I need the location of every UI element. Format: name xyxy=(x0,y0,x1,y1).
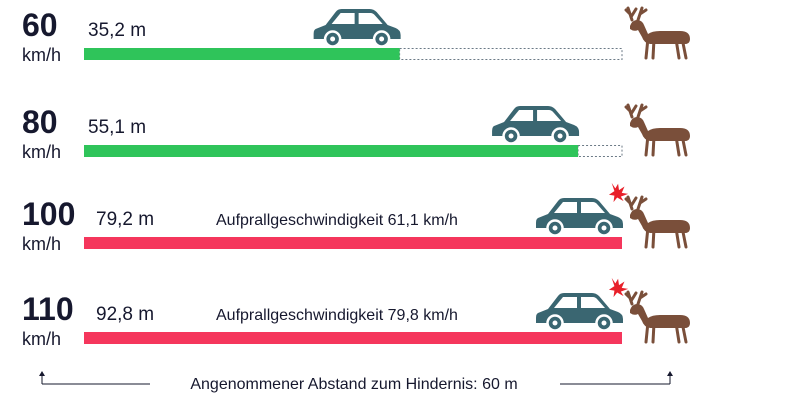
distance-bar xyxy=(84,237,622,249)
car-icon xyxy=(490,104,581,144)
distance-bar xyxy=(84,145,579,157)
speed-unit-label: km/h xyxy=(22,142,61,162)
deer-icon xyxy=(624,6,692,60)
footer-text: Angenommener Abstand zum Hindernis: 60 m xyxy=(190,376,517,393)
deer-icon xyxy=(624,290,692,344)
distance-bar xyxy=(84,48,400,60)
remaining-distance-outline xyxy=(577,145,623,157)
distance-label: 55,1 m xyxy=(88,117,146,138)
car-icon xyxy=(312,7,402,47)
speed-unit-label: km/h xyxy=(22,234,61,254)
remaining-distance-outline xyxy=(399,48,623,60)
deer-icon xyxy=(624,195,692,249)
speed-label: 80 xyxy=(22,104,58,140)
speed-label: 100 xyxy=(22,196,75,232)
footer-arrow-left xyxy=(39,371,45,376)
distance-label: 35,2 m xyxy=(88,20,146,41)
speed-label: 60 xyxy=(22,7,58,43)
car-icon xyxy=(534,291,624,331)
deer-icon xyxy=(624,103,692,157)
car-icon xyxy=(534,196,624,236)
speed-unit-label: km/h xyxy=(22,45,61,65)
speed-unit-label: km/h xyxy=(22,329,61,349)
impact-speed-label: Aufprallgeschwindigkeit 61,1 km/h xyxy=(216,212,458,229)
speed-label: 110 xyxy=(22,291,74,327)
distance-label: 79,2 m xyxy=(96,209,154,230)
distance-label: 92,8 m xyxy=(96,304,154,325)
impact-speed-label: Aufprallgeschwindigkeit 79,8 km/h xyxy=(216,307,458,324)
footer-arrow-right xyxy=(667,371,673,376)
footer-annotation: Angenommener Abstand zum Hindernis: 60 m xyxy=(39,371,673,393)
distance-bar xyxy=(84,332,622,344)
